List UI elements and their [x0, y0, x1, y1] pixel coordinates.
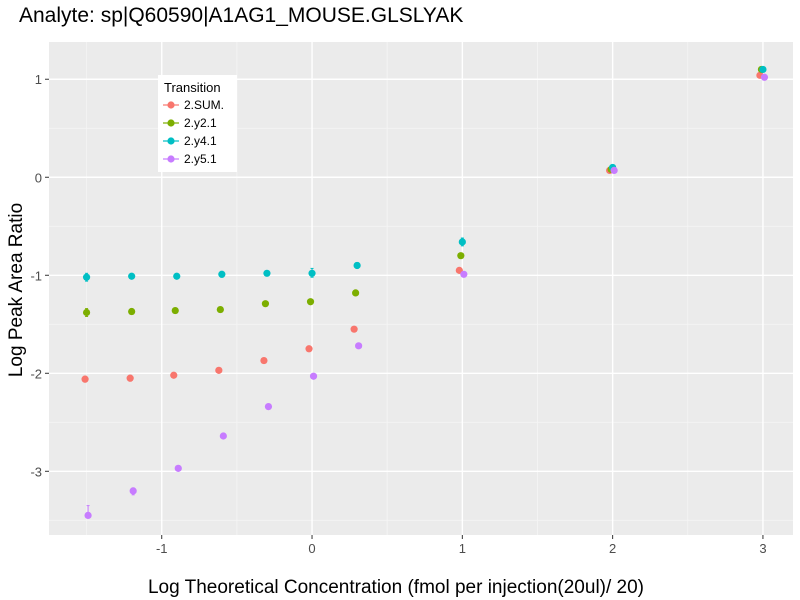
- series-2.y2.1: [82, 65, 766, 317]
- x-tick-label: 0: [308, 541, 315, 556]
- data-point: [216, 305, 224, 314]
- data-point: [263, 269, 271, 277]
- series-2.SUM.: [81, 71, 764, 383]
- data-point: [305, 345, 313, 353]
- data-point: [264, 403, 273, 411]
- data-point: [128, 272, 136, 280]
- legend-key-point: [167, 137, 175, 145]
- data-point: [219, 432, 227, 440]
- data-point: [215, 366, 223, 374]
- x-axis: -1 0 1 2 3: [156, 535, 767, 556]
- data-point: [218, 270, 226, 278]
- y-tick-label: -2: [30, 366, 42, 381]
- data-point: [129, 487, 137, 495]
- data-point: [82, 273, 91, 281]
- data-point: [457, 252, 465, 260]
- y-tick-label: -3: [30, 464, 42, 479]
- y-axis-title: Log Peak Area Ratio: [6, 203, 27, 377]
- data-point: [308, 269, 316, 277]
- data-point: [126, 374, 134, 382]
- data-point: [128, 307, 136, 316]
- data-point: [82, 308, 91, 317]
- legend-items: 2.SUM. 2.y2.1 2.y4.1 2.y5.1: [163, 98, 224, 166]
- data-point: [81, 375, 89, 383]
- data-point: [760, 73, 769, 81]
- data-point: [759, 65, 767, 74]
- x-tick-label: 3: [759, 541, 766, 556]
- data-point: [306, 298, 315, 306]
- data-point: [350, 325, 358, 333]
- data-point: [458, 238, 466, 246]
- data-point: [174, 464, 182, 472]
- x-tick-label: 2: [609, 541, 616, 556]
- legend-key-point: [167, 155, 175, 163]
- legend: Transition 2.SUM. 2.y2.1 2.y4.1 2.y5.1: [158, 75, 237, 172]
- y-tick-label: 0: [35, 170, 42, 185]
- data-point: [610, 166, 618, 174]
- data-point: [309, 372, 318, 380]
- data-point: [352, 289, 360, 297]
- data-point: [353, 261, 361, 270]
- x-axis-title: Log Theoretical Concentration (fmol per …: [148, 577, 644, 598]
- data-point: [460, 270, 468, 278]
- data-point: [260, 356, 268, 365]
- y-tick-label: -1: [30, 268, 42, 283]
- y-axis: -3 -2 -1 0 1: [30, 72, 49, 479]
- chart-title: Analyte: sp|Q60590|A1AG1_MOUSE.GLSLYAK: [19, 4, 463, 27]
- data-point: [171, 306, 179, 315]
- series-2.y5.1: [84, 73, 769, 519]
- data-point: [173, 272, 181, 280]
- legend-label: 2.y5.1: [184, 152, 217, 166]
- y-tick-label: 1: [35, 72, 42, 87]
- grid-major: [49, 42, 793, 535]
- legend-label: 2.y2.1: [184, 116, 217, 130]
- data-point: [170, 371, 178, 379]
- legend-label: 2.SUM.: [184, 98, 224, 112]
- x-tick-label: 1: [459, 541, 466, 556]
- legend-key-point: [167, 119, 175, 127]
- data-point: [261, 300, 270, 308]
- legend-key-point: [167, 101, 175, 109]
- legend-label: 2.y4.1: [184, 134, 217, 148]
- data-point: [355, 342, 363, 350]
- data-points: [81, 65, 769, 519]
- data-point: [84, 511, 92, 519]
- legend-title: Transition: [164, 80, 221, 95]
- x-tick-label: -1: [156, 541, 168, 556]
